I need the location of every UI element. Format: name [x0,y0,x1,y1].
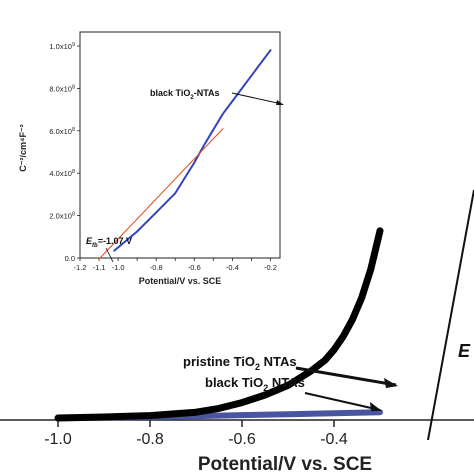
inset-x-tick-label: -0.2 [264,263,277,272]
arrow-black-head [370,402,382,411]
inset-y-tick-label: 1.0x109 [49,42,75,51]
inset-y-axis-label: C⁻²/cm⁴F⁻² [18,124,28,171]
main-series-group [54,227,384,422]
inset-arrow-black [231,92,283,105]
arrow-black [304,392,381,411]
inset-annotation-black: black TiO2-NTAs [150,88,220,101]
inset-ticks: -1.2 -1.1 -1.0 -0.8 -0.6 -0.4 -0.2 0.0 2.0x108 4.… [49,42,277,272]
inset-x-tick-label: -0.4 [226,263,239,272]
inset-y-tick-label: 2.0x108 [49,212,75,221]
annotation-pristine: pristine TiO2 NTAs [183,354,297,372]
annotation-black: black TiO2 NTAs [205,375,305,393]
main-x-tick-label: -0.8 [136,431,164,448]
inset-y-tick-label: 6.0x108 [49,127,75,136]
inset-arrow-efb [105,247,114,263]
inset-x-tick-label: -1.2 [74,263,87,272]
inset-y-tick-label: 4.0x108 [49,169,75,178]
inset-x-axis-label: Potential/V vs. SCE [139,276,222,286]
arrow-pristine-head [384,378,398,388]
inset-x-tick-label: -0.6 [188,263,201,272]
inset-x-tick-label: -1.0 [112,263,125,272]
main-x-axis-label: Potential/V vs. SCE [198,454,372,474]
inset-x-tick-label: -0.8 [150,263,163,272]
inset-fit-line [98,128,224,260]
series-pristine-line [54,227,384,422]
inset-x-tick-label: -1.1 [93,263,106,272]
inset-annotation-efb: Efb=-1.07 V [86,236,132,249]
inset-y-tick-label: 0.0 [65,254,75,263]
inset-y-tick-label: 8.0x108 [49,84,75,93]
annotation-ef-main: E [458,341,471,361]
main-x-ticks: -1.0 -0.8 -0.6 -0.4 [44,420,348,448]
inset-series-group [98,49,272,260]
main-x-tick-label: -1.0 [44,431,72,448]
main-x-tick-label: -0.4 [320,431,348,448]
main-x-tick-label: -0.6 [228,431,256,448]
inset-arrow-black-head [276,100,284,105]
inset-series-black-line [113,49,272,252]
inset-frame [79,31,281,259]
arrow-pristine [295,366,397,387]
main-tangent-line [427,189,474,441]
